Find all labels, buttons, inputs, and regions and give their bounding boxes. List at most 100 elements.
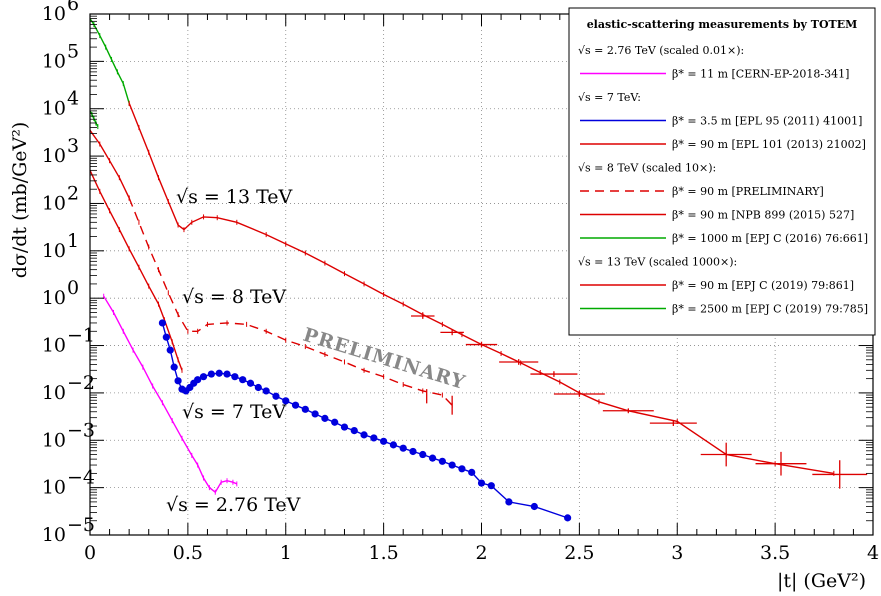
legend: elastic-scattering measurements by TOTEM… — [568, 7, 876, 336]
data-point — [170, 363, 178, 371]
y-tick-exponent: −1 — [67, 325, 95, 347]
y-tick-exponent: 4 — [67, 88, 79, 110]
y-tick-label: 10 — [42, 382, 66, 404]
data-point — [272, 392, 280, 400]
data-point — [239, 376, 247, 384]
data-point — [530, 502, 538, 511]
y-tick-exponent: −5 — [67, 514, 95, 536]
y-tick-label: 10 — [42, 192, 66, 214]
legend-entry: β* = 1000 m [EPJ C (2016) 76:661] — [672, 232, 868, 245]
data-point — [380, 437, 388, 445]
legend-entry: β* = 90 m [NPB 899 (2015) 527] — [672, 209, 854, 222]
preliminary-watermark: PRELIMINARY — [301, 324, 469, 394]
data-point — [246, 379, 255, 387]
data-point — [291, 401, 300, 409]
series-layer — [89, 16, 868, 522]
legend-box — [568, 7, 876, 336]
series-line — [103, 295, 238, 494]
y-tick-exponent: 3 — [67, 135, 79, 157]
y-tick-exponent: −4 — [67, 467, 95, 489]
data-point — [487, 482, 495, 490]
y-tick-label: 10 — [42, 240, 66, 262]
legend-entry: β* = 90 m [PRELIMINARY] — [672, 185, 824, 198]
data-point — [166, 346, 174, 354]
series-line — [128, 197, 453, 406]
series-line — [128, 103, 834, 475]
x-tick-label: 1 — [280, 542, 292, 564]
data-point — [194, 376, 202, 384]
data-point — [301, 405, 309, 413]
y-tick-exponent: 5 — [67, 40, 79, 62]
data-point — [199, 373, 208, 381]
x-tick-label: 4 — [867, 542, 879, 564]
data-point — [409, 447, 417, 456]
data-point — [448, 461, 456, 469]
data-point — [360, 431, 368, 439]
y-tick-label: 10 — [42, 145, 66, 167]
label-7tev: √s = 7 TeV — [182, 401, 286, 423]
x-tick-label: 3 — [671, 542, 683, 564]
y-tick-exponent: −2 — [67, 372, 95, 394]
data-point — [282, 397, 290, 405]
data-point — [564, 514, 572, 522]
legend-entry: β* = 11 m [CERN-EP-2018-341] — [672, 68, 849, 81]
legend-title: elastic-scattering measurements by TOTEM — [587, 18, 858, 31]
y-tick-exponent: 0 — [67, 277, 79, 299]
label-276tev: √s = 2.76 TeV — [166, 494, 301, 516]
legend-entry: β* = 2500 m [EPJ C (2019) 79:785] — [672, 303, 868, 316]
y-tick-label: 10 — [42, 3, 66, 25]
y-tick-exponent: 1 — [67, 230, 79, 252]
y-tick-exponent: 2 — [67, 182, 79, 204]
series-line — [89, 170, 183, 371]
legend-entry: β* = 90 m [EPL 101 (2013) 21002] — [672, 138, 866, 151]
data-point — [262, 387, 270, 395]
legend-header: √s = 2.76 TeV (scaled 0.01×): — [578, 44, 744, 57]
x-tick-label: 0 — [84, 542, 96, 564]
legend-header: √s = 13 TeV (scaled 1000×): — [578, 256, 737, 269]
series-line — [89, 129, 130, 199]
series-line — [89, 18, 130, 104]
y-tick-exponent: −3 — [67, 419, 95, 441]
y-tick-label: 10 — [42, 477, 66, 499]
data-point — [505, 498, 513, 506]
label-8tev: √s = 8 TeV — [182, 286, 286, 308]
data-point — [438, 457, 446, 465]
data-point — [468, 468, 476, 476]
legend-rows: √s = 2.76 TeV (scaled 0.01×): β* = 11 m [… — [578, 44, 868, 316]
data-point — [207, 370, 215, 378]
legend-entry: β* = 90 m [EPJ C (2019) 79:861] — [672, 279, 854, 292]
y-tick-label: 10 — [42, 524, 66, 546]
y-tick-exponent: 6 — [67, 0, 79, 15]
data-point — [174, 377, 182, 385]
x-tick-label: 3.5 — [760, 542, 790, 564]
x-tick-label: 1.5 — [369, 542, 399, 564]
data-point — [331, 418, 339, 426]
data-point — [399, 444, 407, 452]
data-point — [215, 369, 223, 377]
y-tick-label: 10 — [42, 335, 66, 357]
x-tick-label: 2.5 — [564, 542, 594, 564]
y-tick-label: 10 — [42, 98, 66, 120]
data-point — [370, 434, 378, 442]
data-point — [477, 479, 486, 487]
data-point — [389, 441, 398, 449]
legend-header: √s = 8 TeV (scaled 10×): — [578, 162, 716, 175]
data-point — [458, 465, 466, 473]
y-tick-label: 10 — [42, 429, 66, 451]
y-tick-label: 10 — [42, 50, 66, 72]
data-point — [321, 414, 329, 422]
x-tick-label: 2 — [475, 542, 487, 564]
data-point — [428, 454, 437, 462]
data-point — [254, 383, 262, 392]
label-13tev: √s = 13 TeV — [176, 186, 293, 208]
y-tick-label: 10 — [42, 287, 66, 309]
legend-header: √s = 7 TeV: — [578, 91, 641, 104]
data-point — [162, 333, 170, 341]
data-point — [419, 450, 427, 459]
data-point — [350, 427, 358, 435]
data-point — [158, 319, 167, 327]
x-tick-label: 0.5 — [173, 542, 203, 564]
x-axis-title: |t| (GeV²) — [777, 570, 866, 592]
legend-entry: β* = 3.5 m [EPL 95 (2011) 41001] — [672, 115, 862, 128]
